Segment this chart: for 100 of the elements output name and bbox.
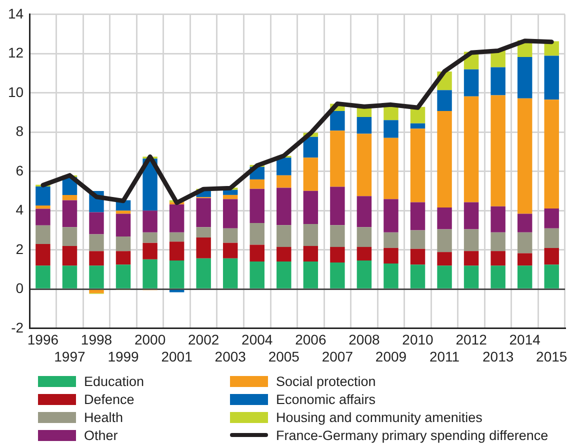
y-tick-label: 2 [16,240,24,257]
bar [169,204,184,232]
y-tick-label: 12 [8,44,24,61]
bar [36,208,50,226]
x-tick-label: 2013 [482,348,514,364]
bar [517,266,532,288]
bar [250,179,264,189]
bar [62,200,78,228]
y-tick-label: 6 [16,162,24,178]
bar [490,232,506,252]
bar [330,225,345,247]
legend-label: France-Germany primary spending difference [276,428,548,442]
x-tick-label: 1996 [27,332,59,348]
legend-label: Economic affairs [276,392,376,406]
bar [276,246,292,262]
bar [222,190,238,195]
bar [196,227,211,238]
bar [517,232,532,254]
bar [490,95,506,206]
x-tick-label: 1997 [54,348,86,364]
bar [437,229,452,252]
x-tick-label: 2004 [242,332,273,348]
x-tick-label: 2003 [214,348,246,364]
bar [303,224,318,246]
legend-label: Health [84,410,124,424]
bar [169,290,184,292]
bar [384,138,398,200]
bar [250,223,264,245]
bar [356,227,372,247]
bar [356,134,372,196]
bar [330,110,345,131]
bar [490,67,506,96]
bar [142,232,158,243]
bar [222,258,238,288]
x-tick-label: 1998 [80,332,112,348]
bar [62,246,78,266]
bar [384,232,398,248]
bar [410,202,426,230]
bar [116,236,131,252]
bar [356,117,372,134]
bar [250,244,264,262]
bar [36,206,50,209]
bar [276,225,292,247]
bar [276,188,292,226]
bar [330,186,345,226]
bar [384,120,398,138]
bar [62,266,78,288]
bar [62,194,78,200]
bar [384,263,398,288]
bar [89,266,104,288]
bar [356,260,372,288]
bar [464,202,479,230]
y-tick-label: 4 [16,202,24,218]
bar [116,210,131,214]
legend-label: Education [84,374,144,388]
x-tick-label: 2010 [402,332,434,348]
bar [276,261,292,288]
bar [384,199,398,232]
bar [196,238,211,258]
bar [437,90,452,111]
bar [410,128,426,202]
bar [169,260,184,288]
bar [464,69,479,96]
legend-label: Other [84,428,118,442]
bar [196,198,211,228]
bar [89,234,104,252]
x-tick-label: 2001 [161,348,193,364]
bar [544,228,559,248]
bar [330,246,345,262]
bar [303,261,318,288]
y-tick-label: 0 [16,280,24,296]
y-tick-label: -2 [11,319,24,336]
bar [222,242,238,258]
bar [356,196,372,228]
legend-label: Defence [84,392,134,406]
bar [464,251,479,266]
bar [36,225,50,244]
bar [410,248,426,265]
x-tick-label: 2009 [375,348,407,364]
x-tick-label: 2011 [429,348,460,364]
bar [544,100,559,208]
bar [490,206,506,232]
x-tick-label: 1999 [108,348,140,364]
bar [250,261,264,288]
x-tick-label: 2005 [268,348,300,364]
bar [303,190,318,224]
x-tick-label: 2015 [536,348,568,364]
bar [36,186,50,206]
legend-label: Social protection [276,374,376,388]
bar [517,253,532,266]
bar [142,259,158,288]
bar [356,246,372,260]
x-tick-label: 2008 [348,332,380,348]
bar [196,258,211,288]
bar [222,199,238,228]
bar [116,214,131,237]
bar [89,212,104,234]
bar [142,210,158,232]
bar [490,251,506,266]
bar [544,56,559,100]
